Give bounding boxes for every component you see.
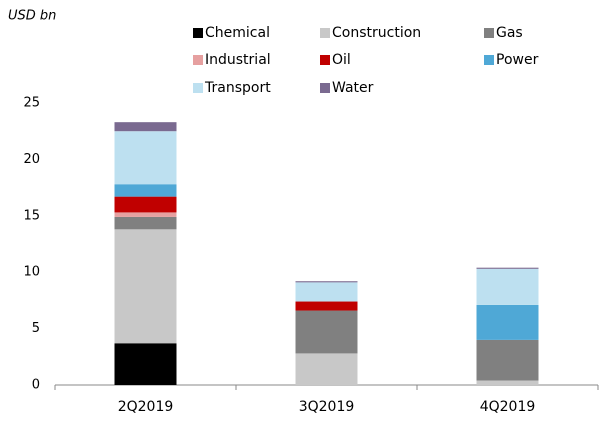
bar-segment (114, 122, 177, 132)
y-tick-label: 0 (32, 378, 40, 393)
legend-label: Industrial (205, 52, 271, 68)
legend-swatch (193, 83, 203, 93)
legend-label: Construction (332, 25, 421, 41)
legend-swatch (320, 83, 330, 93)
y-tick-label: 10 (23, 265, 40, 280)
bar-segment (114, 229, 177, 344)
bar-segment (476, 267, 539, 269)
bar-segment (114, 212, 177, 217)
legend-swatch (193, 55, 203, 65)
bar-segment (295, 301, 358, 311)
x-tick-label: 3Q2019 (299, 399, 355, 415)
bar-segment (114, 184, 177, 197)
legend-label: Gas (496, 25, 523, 41)
bar-segment (114, 196, 177, 213)
legend-label: Chemical (205, 25, 270, 41)
legend-swatch (320, 55, 330, 65)
bar-segment (476, 339, 539, 381)
legend-swatch (484, 28, 494, 38)
legend-label: Power (496, 52, 539, 68)
legend-swatch (320, 28, 330, 38)
bar-segment (476, 268, 539, 305)
legend-label: Transport (204, 80, 271, 96)
bar-segment (295, 310, 358, 354)
bar-segment (114, 216, 177, 230)
legend-swatch (484, 55, 494, 65)
legend-label: Oil (332, 52, 351, 68)
bar-segment (476, 304, 539, 340)
y-tick-label: 20 (23, 152, 40, 167)
bar-segment (476, 380, 539, 385)
y-tick-label: 15 (23, 208, 40, 223)
x-tick-label: 4Q2019 (480, 399, 536, 415)
unit-label: USD bn (8, 9, 56, 24)
bar-segment (295, 353, 358, 385)
bar-segment (114, 131, 177, 185)
legend-swatch (193, 28, 203, 38)
bar-segment (114, 343, 177, 385)
bar-segment (295, 282, 358, 302)
legend-label: Water (332, 80, 374, 96)
y-tick-label: 5 (32, 321, 40, 336)
bar-segment (295, 281, 358, 283)
x-tick-label: 2Q2019 (118, 399, 174, 415)
y-tick-label: 25 (23, 96, 40, 111)
